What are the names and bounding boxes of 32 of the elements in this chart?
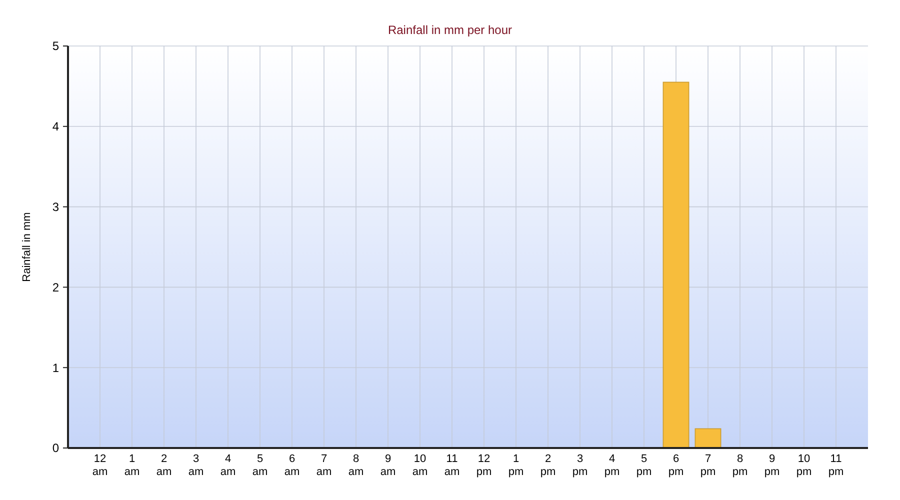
y-tick-label: 0 <box>52 441 60 456</box>
x-tick-label: 12 am <box>92 453 108 478</box>
x-tick-label: 4 am <box>220 453 236 478</box>
x-tick-label: 1 am <box>124 453 140 478</box>
x-tick-label: 8 pm <box>732 453 748 478</box>
x-tick-label: 11 pm <box>828 453 844 478</box>
x-tick-label: 8 am <box>348 453 364 478</box>
x-tick-label: 7 pm <box>700 453 716 478</box>
y-tick-label: 5 <box>52 39 60 54</box>
y-axis-title: Rainfall in mm <box>21 212 33 282</box>
x-tick-label: 3 pm <box>572 453 588 478</box>
x-tick-label: 4 pm <box>604 453 620 478</box>
x-tick-label: 11 am <box>444 453 460 478</box>
x-tick-label: 6 am <box>284 453 300 478</box>
x-tick-label: 3 am <box>188 453 204 478</box>
y-tick-label: 2 <box>52 280 60 294</box>
x-tick-label: 1 pm <box>508 453 524 478</box>
x-tick-label: 10 pm <box>796 453 812 478</box>
x-tick-label: 5 pm <box>636 453 652 478</box>
chart-title: Rainfall in mm per hour <box>388 23 512 37</box>
y-tick-label: 1 <box>52 360 60 375</box>
y-tick-label: 4 <box>52 120 60 134</box>
y-tick-label: 3 <box>52 200 60 214</box>
x-tick-label: 9 am <box>380 453 396 478</box>
x-tick-label: 2 am <box>156 453 172 478</box>
x-tick-label: 7 am <box>316 453 332 478</box>
x-tick-label: 10 am <box>412 453 428 478</box>
x-tick-label: 12 pm <box>476 453 492 478</box>
x-tick-label: 5 am <box>252 453 268 478</box>
x-tick-label: 6 pm <box>668 453 684 478</box>
x-tick-label: 2 pm <box>540 453 556 478</box>
x-tick-label: 9 pm <box>764 453 780 478</box>
